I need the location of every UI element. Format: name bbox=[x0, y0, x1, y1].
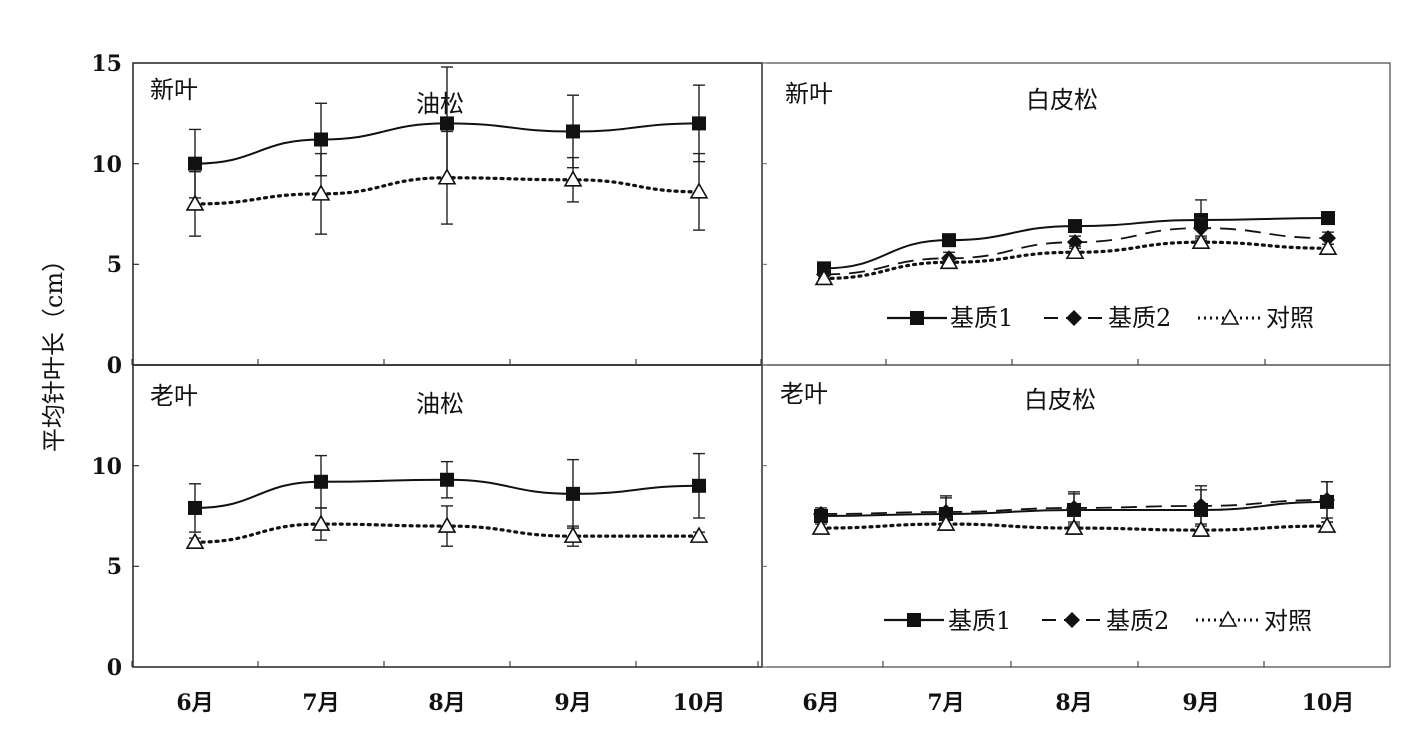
point-对照-10月 bbox=[689, 182, 709, 199]
point-对照-9月 bbox=[1191, 520, 1211, 537]
xtick-right-sep: 9月 bbox=[1182, 690, 1219, 716]
legend-marker-square bbox=[910, 311, 924, 325]
point-对照-6月 bbox=[185, 194, 205, 211]
xtick-left-oct: 10月 bbox=[673, 690, 726, 716]
ytick-bottom-5: 5 bbox=[107, 554, 122, 580]
point-基质1-9月 bbox=[566, 486, 580, 501]
legend-marker-triangle bbox=[1218, 610, 1238, 627]
legend-label-control: 对照 bbox=[1264, 607, 1312, 635]
point-基质1-9月 bbox=[566, 124, 580, 139]
legend-label-control: 对照 bbox=[1266, 304, 1314, 332]
xtick-left-sep: 9月 bbox=[554, 690, 591, 716]
panel-frame-bottom-right bbox=[761, 364, 1391, 668]
xtick-right-oct: 10月 bbox=[1302, 690, 1355, 716]
point-基质1-10月 bbox=[692, 478, 706, 493]
point-对照-9月 bbox=[563, 526, 583, 543]
legend-bottom-right: 基质1 基质2 对照 bbox=[884, 607, 1312, 635]
point-对照-6月 bbox=[811, 518, 831, 535]
xtick-left-aug: 8月 bbox=[428, 690, 465, 716]
point-对照-7月 bbox=[939, 252, 959, 270]
legend-marker-diamond bbox=[1064, 612, 1080, 628]
chart-marks bbox=[131, 62, 1338, 668]
point-对照-10月 bbox=[689, 526, 709, 543]
point-对照-10月 bbox=[1317, 516, 1337, 533]
point-基质1-8月 bbox=[1068, 219, 1082, 234]
point-基质1-6月 bbox=[188, 500, 202, 515]
point-基质2-7月 bbox=[938, 503, 954, 520]
panel-label-bottom-left: 老叶 bbox=[150, 382, 198, 410]
point-基质1-7月 bbox=[942, 233, 956, 248]
panel-title-top-right: 白皮松 bbox=[1026, 86, 1098, 114]
legend-marker-square bbox=[907, 613, 921, 627]
ytick-bottom-10: 10 bbox=[91, 454, 122, 480]
point-对照-10月 bbox=[1318, 238, 1338, 256]
xtick-left-jun: 6月 bbox=[176, 690, 213, 716]
legend-label-substrate2: 基质2 bbox=[1106, 607, 1169, 635]
xtick-left-jul: 7月 bbox=[302, 690, 339, 716]
point-对照-8月 bbox=[1065, 242, 1085, 260]
legend-marker-triangle bbox=[1220, 308, 1240, 325]
legend-label-substrate2: 基质2 bbox=[1108, 304, 1171, 332]
legend-label-substrate1: 基质1 bbox=[948, 607, 1011, 635]
point-基质1-8月 bbox=[440, 472, 454, 487]
point-基质2-6月 bbox=[813, 505, 829, 522]
legend-label-substrate1: 基质1 bbox=[950, 304, 1013, 332]
xtick-right-jun: 6月 bbox=[802, 690, 839, 716]
ytick-top-10: 10 bbox=[91, 152, 122, 178]
legend-marker-diamond bbox=[1066, 310, 1082, 326]
point-对照-9月 bbox=[1191, 232, 1211, 249]
panel-label-top-right: 新叶 bbox=[785, 80, 833, 108]
ytick-bottom-0: 0 bbox=[107, 655, 122, 681]
panel-label-top-left: 新叶 bbox=[150, 76, 198, 104]
point-对照-9月 bbox=[563, 170, 583, 187]
point-对照-7月 bbox=[936, 514, 956, 531]
panel-label-bottom-right: 老叶 bbox=[780, 380, 828, 408]
y-axis-title: 平均针叶长（cm） bbox=[40, 248, 68, 452]
point-对照-8月 bbox=[437, 516, 457, 533]
ytick-top-0: 0 bbox=[107, 353, 122, 379]
panel-title-bottom-right: 白皮松 bbox=[1024, 386, 1096, 414]
point-基质1-8月 bbox=[440, 116, 454, 131]
point-对照-8月 bbox=[437, 168, 457, 185]
ytick-top-5: 5 bbox=[107, 252, 122, 278]
point-对照-7月 bbox=[311, 184, 331, 201]
ytick-top-15: 15 bbox=[91, 51, 122, 77]
point-基质2-9月 bbox=[1193, 497, 1209, 514]
point-基质1-10月 bbox=[1321, 211, 1335, 226]
point-对照-7月 bbox=[311, 514, 331, 531]
point-基质1-7月 bbox=[314, 474, 328, 489]
point-基质2-10月 bbox=[1320, 230, 1336, 247]
panel-title-top-left: 油松 bbox=[416, 90, 464, 118]
legend-top-right: 基质1 基质2 对照 bbox=[887, 304, 1314, 332]
point-基质1-10月 bbox=[692, 116, 706, 131]
point-基质2-8月 bbox=[1066, 499, 1082, 516]
xtick-right-jul: 7月 bbox=[927, 690, 964, 716]
point-基质2-9月 bbox=[1193, 220, 1209, 237]
point-对照-6月 bbox=[185, 532, 205, 549]
point-基质1-6月 bbox=[188, 156, 202, 171]
point-对照-8月 bbox=[1064, 518, 1084, 535]
xtick-right-aug: 8月 bbox=[1055, 690, 1092, 716]
point-基质1-7月 bbox=[314, 132, 328, 147]
point-对照-6月 bbox=[814, 268, 834, 286]
point-基质2-10月 bbox=[1319, 491, 1335, 508]
panel-title-bottom-left: 油松 bbox=[416, 390, 464, 418]
